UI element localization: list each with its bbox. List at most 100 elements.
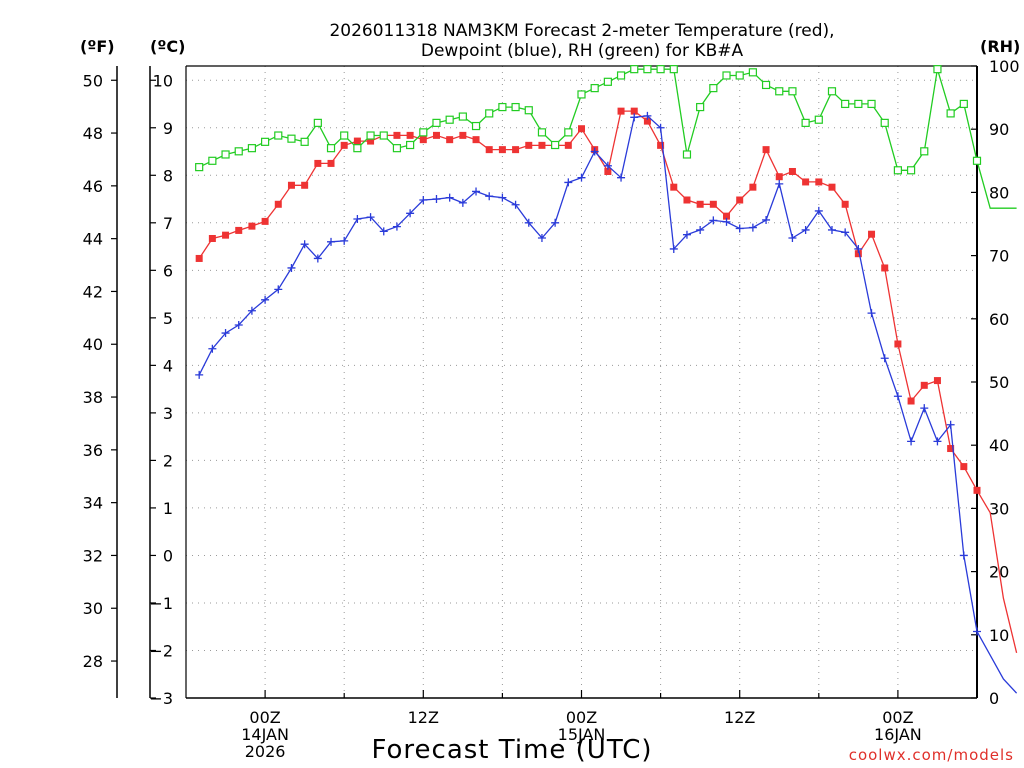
dewpoint-marker (485, 192, 494, 201)
celsius-tick-label: 8 (163, 166, 173, 185)
gridlines (186, 66, 977, 698)
rh-marker (814, 115, 823, 124)
temperature-marker (485, 146, 493, 154)
rh-marker (959, 99, 968, 109)
dewpoint-marker (392, 222, 401, 231)
rh-marker (854, 99, 863, 109)
rh-marker (458, 112, 467, 121)
rh-marker (379, 131, 388, 140)
dewpoint-marker (366, 213, 375, 222)
dewpoint-marker (353, 215, 362, 224)
temperature-marker (762, 146, 770, 154)
temperature-marker (749, 183, 757, 191)
dewpoint-marker (854, 244, 863, 253)
temperature-marker (868, 230, 876, 238)
rh-marker (274, 131, 283, 140)
temperature-marker (512, 146, 520, 154)
rh-marker (669, 65, 678, 74)
rh-tick-label: 30 (989, 499, 1009, 518)
dewpoint-marker (511, 200, 520, 209)
temperature-marker (314, 159, 322, 167)
rh-unit-label: (RH) (980, 37, 1020, 56)
dewpoint-marker (617, 173, 626, 182)
rh-marker (630, 65, 639, 74)
data-series (195, 65, 1018, 694)
temperature-marker (736, 196, 744, 204)
dewpoint-marker (313, 254, 322, 263)
rh-marker (392, 144, 402, 153)
dewpoint-marker (735, 224, 744, 233)
temperature-marker (657, 141, 665, 149)
rh-marker (880, 118, 889, 127)
dewpoint-marker (656, 123, 665, 132)
temperature-marker (881, 264, 889, 272)
temperature-marker (630, 107, 638, 115)
rh-marker (524, 106, 533, 115)
temperature-marker (723, 212, 731, 220)
dewpoint-marker (669, 244, 678, 253)
temperature-marker (419, 136, 427, 144)
temperature-marker (670, 183, 678, 191)
dewpoint-marker (551, 218, 560, 227)
temperature-marker (353, 137, 361, 145)
temperature-marker (538, 141, 546, 149)
rh-marker (287, 134, 296, 143)
rh-marker (722, 71, 731, 80)
rh-marker (366, 131, 375, 140)
rh-marker (551, 140, 560, 150)
temperature-marker (222, 231, 230, 239)
celsius-tick-label: −1 (149, 594, 173, 613)
dewpoint-marker (788, 234, 797, 243)
fahrenheit-tick-label: 44 (83, 230, 103, 249)
rh-tick-label: 60 (989, 310, 1009, 329)
rh-marker (564, 128, 573, 137)
series-rh (195, 65, 1017, 209)
temperature-marker (287, 181, 295, 189)
dewpoint-marker (419, 196, 428, 205)
rh-marker (485, 109, 494, 118)
dewpoint-marker (590, 147, 599, 156)
source-credit: coolwx.com/models (849, 746, 1014, 764)
rh-tick-label: 70 (989, 247, 1009, 266)
x-tick-label: 12Z (408, 708, 439, 727)
temperature-marker (195, 254, 203, 262)
celsius-tick-label: −3 (149, 689, 173, 708)
rh-marker (353, 144, 362, 153)
rh-tick-label: 90 (989, 120, 1009, 139)
dewpoint-marker (722, 217, 731, 226)
dewpoint-marker (379, 227, 388, 236)
rh-marker (801, 118, 810, 127)
temperature-marker (907, 397, 915, 405)
fahrenheit-tick-label: 46 (83, 177, 103, 196)
dewpoint-marker (801, 225, 810, 234)
temperature-marker (327, 159, 335, 167)
chart-title: 2026011318 NAM3KM Forecast 2-meter Tempe… (329, 21, 834, 41)
dewpoint-marker (841, 228, 850, 237)
dewpoint-marker (933, 437, 942, 446)
fahrenheit-tick-label: 48 (83, 124, 103, 143)
rh-marker (920, 147, 929, 156)
rh-line (198, 68, 1017, 209)
rh-marker (247, 144, 257, 153)
rh-marker (590, 84, 599, 93)
temperature-marker (894, 340, 902, 348)
rh-marker (748, 68, 757, 77)
rh-marker (616, 71, 626, 80)
temperature-marker (604, 167, 612, 175)
rh-marker (300, 137, 309, 146)
rh-marker (537, 128, 547, 137)
rh-marker (946, 109, 955, 118)
dewpoint-marker (748, 223, 757, 232)
temperature-marker (578, 125, 585, 133)
rh-marker (326, 144, 336, 153)
rh-marker (208, 156, 217, 165)
temperature-marker (947, 445, 955, 453)
fahrenheit-tick-label: 40 (83, 335, 103, 354)
series-temperature (195, 107, 1018, 654)
rh-tick-label: 80 (989, 183, 1009, 202)
x-tick-label: 2026 (245, 742, 286, 761)
rh-marker (735, 71, 744, 80)
rh-marker (221, 150, 230, 159)
dewpoint-marker (287, 263, 296, 272)
dewpoint-marker (406, 209, 415, 218)
